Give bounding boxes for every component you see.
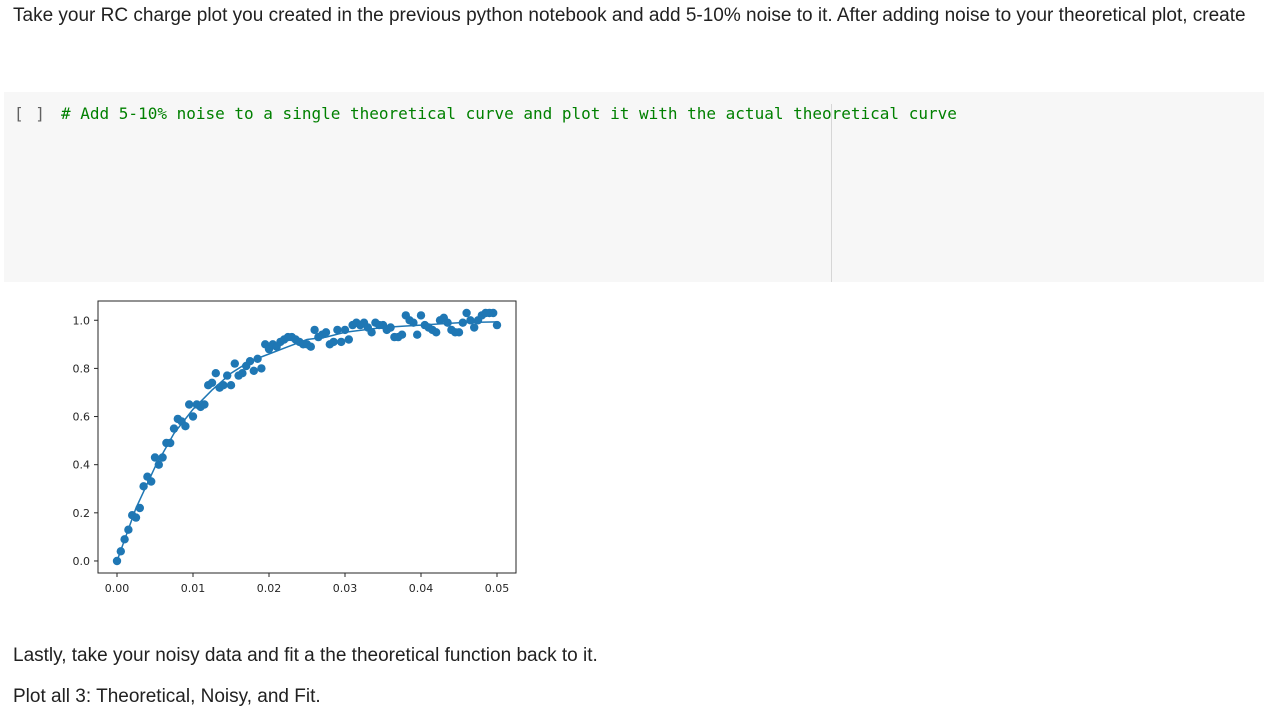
noisy-data-point	[489, 308, 498, 318]
noisy-data-point	[397, 330, 407, 339]
y-tick-label: 0.2	[73, 507, 91, 520]
noisy-data-point	[367, 328, 376, 337]
noisy-data-point	[492, 320, 502, 330]
noisy-data-point	[321, 328, 331, 337]
code-cell[interactable]	[4, 92, 1264, 282]
noisy-data-point	[454, 328, 464, 337]
noisy-data-point	[310, 325, 319, 335]
x-tick-label: 0.05	[485, 582, 510, 595]
noisy-data-point	[226, 381, 236, 390]
noisy-data-point	[458, 318, 467, 327]
noisy-data-point	[169, 424, 179, 433]
rc-charge-plot: 0.00.20.40.60.81.0 0.00 0.01 0.02 0.03 0.04 0…	[73, 300, 517, 595]
y-tick-label: 0.4	[73, 459, 91, 472]
x-tick-label: 0.00	[105, 582, 130, 595]
noisy-data-point	[181, 422, 190, 431]
noisy-data-point	[257, 364, 266, 373]
noisy-data-point	[253, 354, 262, 363]
y-tick-label: 0.8	[73, 362, 91, 375]
noisy-data-point	[154, 460, 163, 469]
noisy-data-point	[466, 316, 475, 325]
noisy-data-point	[116, 547, 125, 556]
noisy-data-point	[150, 453, 160, 462]
run-cell-button[interactable]: [ ]	[14, 104, 46, 123]
noisy-data-point	[432, 328, 441, 337]
y-axis-ticks: 0.0 0.2 0.4 0.6 0.8 1.0	[73, 314, 98, 568]
noisy-data-point	[413, 330, 422, 339]
fit-instructions: Lastly, take your noisy data and fit a t…	[13, 645, 598, 666]
noisy-data-point	[185, 400, 194, 409]
plot-frame	[97, 300, 517, 574]
noisy-data-point	[249, 366, 258, 375]
noisy-data-point	[386, 323, 395, 332]
editor-ruler	[831, 104, 832, 282]
instructions-paragraph: Take your RC charge plot you created in …	[13, 5, 1246, 26]
noisy-data-point	[409, 318, 418, 327]
noisy-data-point	[124, 525, 133, 534]
x-axis-ticks: 0.00 0.01 0.02 0.03 0.04 0.05	[105, 573, 510, 595]
noisy-data-point	[333, 325, 342, 335]
x-tick-label: 0.04	[409, 582, 434, 595]
plot-instructions: Plot all 3: Theoretical, Noisy, and Fit.	[13, 686, 321, 707]
noisy-data-point	[223, 371, 232, 380]
noisy-data-point	[188, 412, 198, 421]
noisy-data-point	[139, 482, 148, 491]
y-tick-label: 0.0	[73, 555, 91, 568]
x-tick-label: 0.01	[181, 582, 206, 595]
noisy-data-point	[131, 513, 141, 522]
noisy-data-point	[112, 556, 122, 566]
noisy-data-point	[306, 342, 315, 351]
noisy-data-point	[462, 308, 471, 318]
noisy-data-point	[166, 438, 175, 448]
x-tick-label: 0.02	[257, 582, 282, 595]
noisy-data-point	[416, 311, 426, 320]
noisy-data-point	[219, 381, 228, 390]
noisy-data-point	[245, 357, 255, 366]
noisy-data-point	[135, 503, 144, 513]
y-tick-label: 1.0	[73, 314, 91, 327]
noisy-data-point	[120, 535, 129, 544]
noisy-data-point	[443, 318, 452, 327]
noisy-data-point	[207, 378, 217, 387]
noisy-data-point	[329, 337, 338, 347]
x-tick-label: 0.03	[333, 582, 358, 595]
noisy-data-point	[344, 335, 353, 344]
noisy-data-point	[211, 369, 220, 378]
noisy-data-point	[340, 325, 350, 335]
plot-series	[112, 308, 502, 566]
code-comment[interactable]: # Add 5-10% noise to a single theoretica…	[61, 104, 957, 123]
noisy-data-point	[200, 400, 209, 409]
noisy-data-point	[158, 453, 167, 462]
noisy-data-point	[470, 323, 479, 332]
noisy-data-point	[230, 359, 239, 368]
noisy-data-point	[238, 369, 247, 378]
noisy-data-point	[147, 477, 156, 486]
y-tick-label: 0.6	[73, 411, 91, 424]
noisy-data-point	[337, 337, 346, 347]
